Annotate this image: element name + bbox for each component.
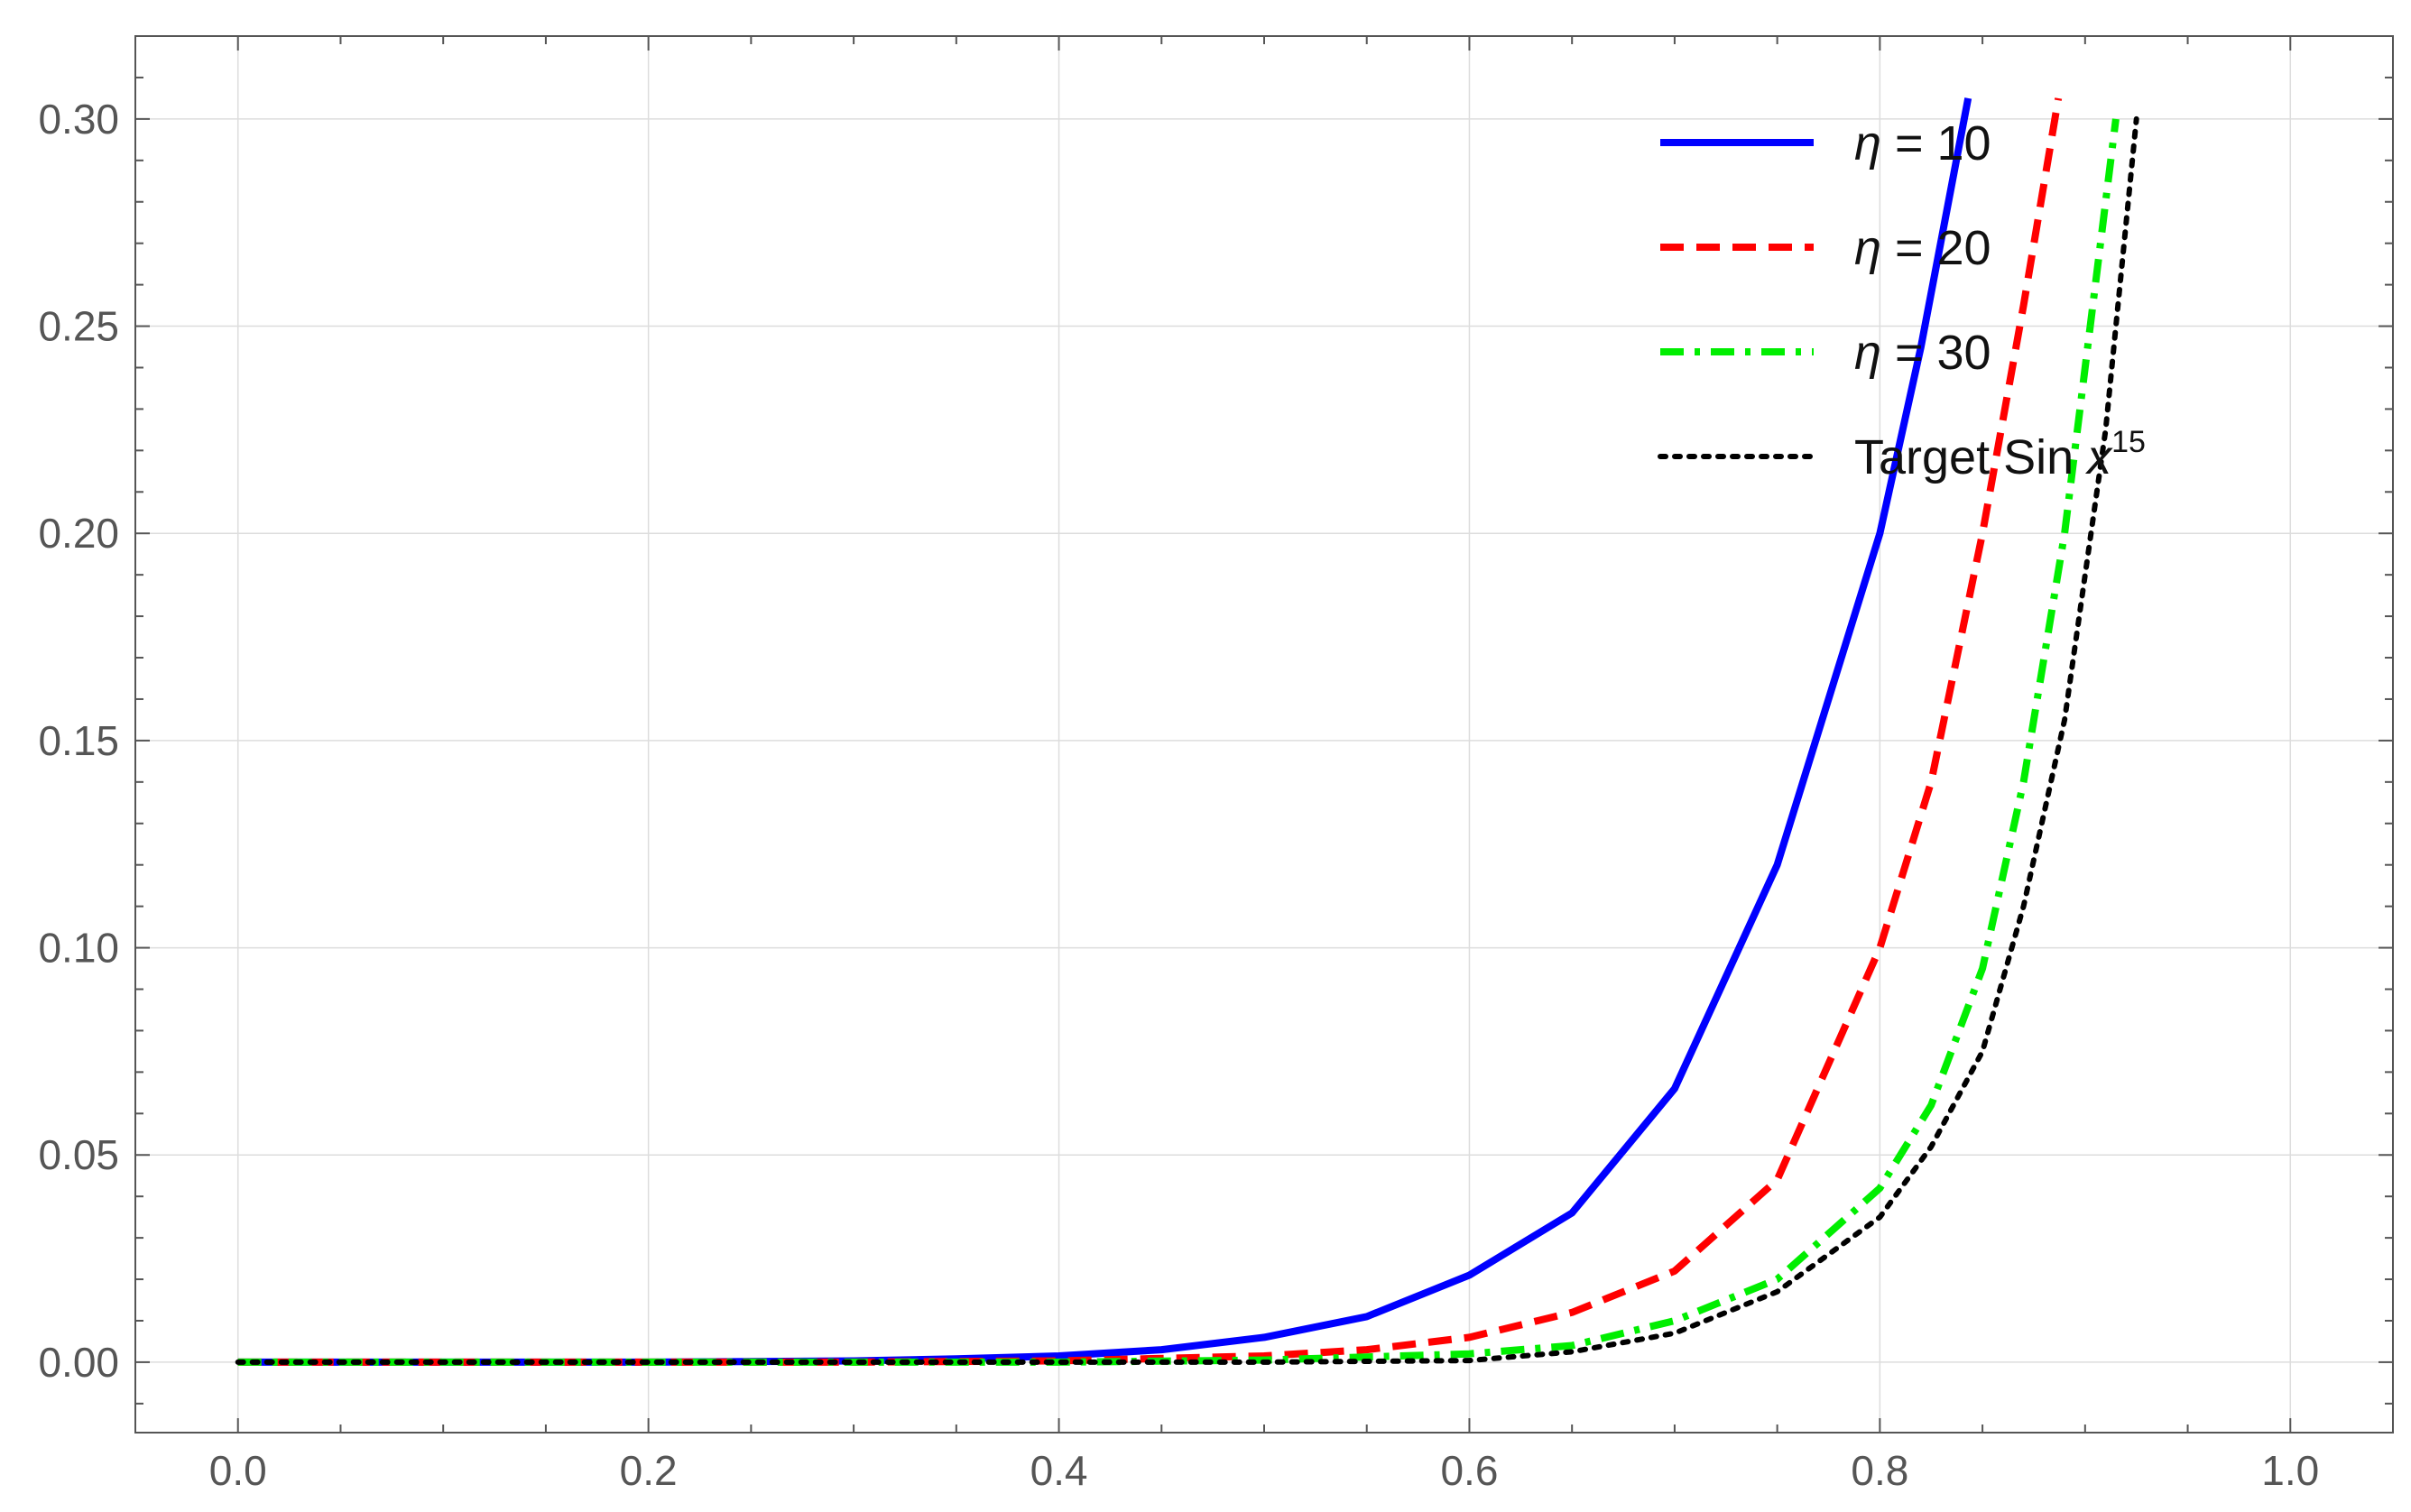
y-tick-label: 0.25 (38, 303, 119, 350)
y-tick-label: 0.15 (38, 717, 119, 764)
series-layer (235, 97, 2139, 1366)
y-tick-label: 0.20 (38, 510, 119, 557)
series-line-2 (237, 118, 2120, 1366)
y-tick-label: 0.00 (38, 1339, 119, 1386)
series-line-3 (235, 115, 2139, 1365)
legend-label-eta-10: η = 10 (1854, 116, 1991, 171)
grid-lines (135, 36, 2393, 1433)
legend: η = 10 η = 20 η = 30 Target Sin x15 (1658, 116, 2146, 484)
x-tick-label: 0.2 (620, 1447, 678, 1494)
x-tick-label: 1.0 (2261, 1447, 2319, 1494)
legend-label-eta-20: η = 20 (1854, 221, 1991, 275)
legend-label-eta-30: η = 30 (1854, 326, 1991, 380)
y-tick-label: 0.10 (38, 925, 119, 972)
x-tick-label: 0.0 (209, 1447, 267, 1494)
x-axis-tick-labels: 0.0 0.2 0.4 0.6 0.8 1.0 (209, 1447, 2319, 1494)
x-tick-label: 0.6 (1440, 1447, 1498, 1494)
y-tick-label: 0.05 (38, 1131, 119, 1178)
series-line-1 (237, 97, 2063, 1366)
axis-ticks (135, 36, 2393, 1433)
y-tick-label: 0.30 (38, 96, 119, 143)
legend-label-target: Target Sin x15 (1854, 425, 2146, 484)
y-axis-tick-labels: 0.00 0.05 0.10 0.15 0.20 0.25 0.30 (38, 96, 119, 1386)
x-tick-label: 0.8 (1851, 1447, 1908, 1494)
x-tick-label: 0.4 (1030, 1447, 1088, 1494)
